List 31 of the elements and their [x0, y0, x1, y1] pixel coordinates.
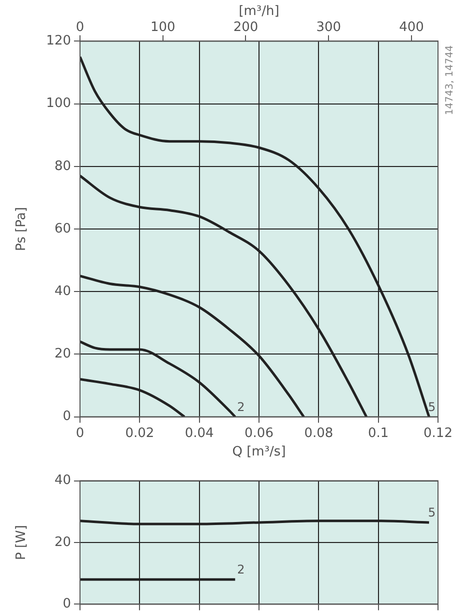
x-tick-label: 0.04	[184, 426, 214, 441]
x-tick-label: 0.1	[368, 426, 389, 441]
y-tick-label: 60	[54, 221, 71, 236]
y-tick-label: 0	[62, 596, 71, 612]
series-label: 5	[428, 400, 436, 414]
y-tick-label: 0	[62, 409, 71, 424]
y-tick-label: 20	[54, 346, 71, 362]
y-tick-label: 100	[46, 96, 71, 112]
y-tick-label: 40	[54, 473, 71, 488]
series-label: 2	[237, 400, 245, 414]
y-tick-label: 120	[46, 34, 71, 49]
series-label: 2	[237, 562, 245, 577]
y-tick-label: 80	[54, 158, 71, 174]
text: 14743, 14744	[444, 45, 456, 116]
x2-tick-label: 0	[76, 20, 84, 35]
x2-tick-label: 100	[150, 20, 176, 35]
x-tick-label: 0.02	[125, 426, 154, 441]
y-tick-label: 40	[54, 284, 71, 299]
x2-tick-label: 300	[316, 20, 342, 35]
x2-axis-title: [m³/h]	[238, 4, 280, 20]
x2-tick-label: 400	[399, 20, 424, 35]
x-axis-title: Q [m³/s]	[232, 444, 286, 460]
x-tick-label: 0.08	[304, 426, 334, 441]
x-tick-label: 0	[76, 426, 84, 441]
y-tick-label: 20	[54, 534, 71, 550]
y-axis-title: Ps [Pa]	[14, 207, 30, 251]
x2-tick-label: 200	[233, 20, 258, 35]
series-label: 5	[428, 506, 436, 520]
x-tick-label: 0.12	[424, 426, 452, 441]
y-axis-title: P [W]	[14, 525, 30, 560]
x-tick-label: 0.06	[244, 426, 274, 441]
